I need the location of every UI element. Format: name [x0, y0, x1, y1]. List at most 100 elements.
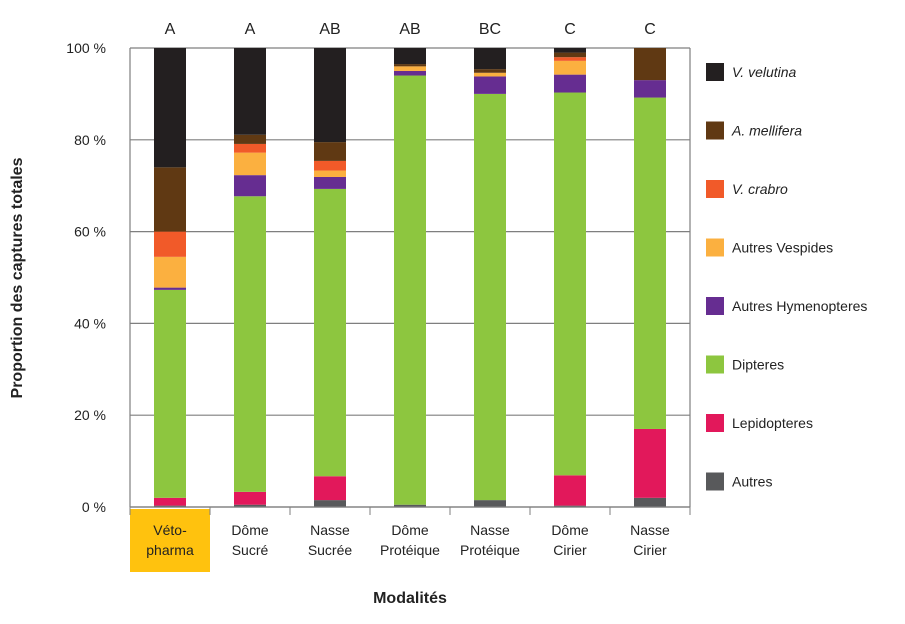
x-axis-title: Modalités	[373, 590, 447, 607]
bar-segment	[154, 287, 186, 290]
bar-segment	[234, 143, 266, 153]
bar-segment	[554, 48, 586, 53]
bar-segment	[234, 504, 266, 507]
bar-segment	[154, 505, 186, 507]
bar-segment	[474, 93, 506, 501]
group-letter: BC	[479, 21, 501, 38]
x-category-label: Nasse	[310, 522, 350, 538]
bar-segment	[554, 92, 586, 476]
x-category-label: Protéique	[460, 542, 520, 558]
bar-segment	[474, 72, 506, 77]
x-category-label: Protéique	[380, 542, 440, 558]
bar-segment	[554, 60, 586, 75]
bar-segment	[314, 142, 346, 161]
bar-segment	[554, 57, 586, 61]
legend-label: Autres	[732, 474, 772, 490]
bar-segment	[234, 175, 266, 197]
bar-segment	[474, 48, 506, 70]
legend-label: Autres Hymenopteres	[732, 298, 867, 314]
bar-segment	[394, 75, 426, 505]
legend-label: Autres Vespides	[732, 240, 833, 256]
group-letter: A	[245, 21, 256, 38]
legend-label: Lepidopteres	[732, 415, 813, 431]
group-letter: C	[564, 21, 576, 38]
x-axis-categories: Véto-pharma Dôme Sucré Nasse Sucrée Dôme Proté…	[146, 522, 670, 558]
group-letter: AB	[399, 21, 420, 38]
bar-segment	[314, 160, 346, 171]
bar-segment	[634, 428, 666, 498]
legend: V. velutina A. mellifera V. crabro Autres V…	[706, 63, 867, 491]
bar-segment	[394, 48, 426, 65]
bar-segment	[154, 231, 186, 257]
bar-segment	[314, 188, 346, 477]
bar-segment	[394, 70, 426, 76]
x-category-label: Dôme	[551, 522, 589, 538]
bar-segment	[234, 196, 266, 492]
bar-segment	[554, 475, 586, 506]
y-axis-ticks: 0 % 20 % 40 % 60 % 80 % 100 %	[66, 40, 106, 515]
legend-swatch	[706, 355, 724, 374]
x-category-label: Cirier	[633, 542, 667, 558]
bar-segment	[154, 497, 186, 506]
x-category-label: Sucré	[232, 542, 269, 558]
legend-swatch	[706, 63, 724, 81]
bar-segment	[314, 176, 346, 189]
category-highlight	[130, 509, 210, 572]
bar-segment	[154, 48, 186, 168]
group-letter: AB	[319, 21, 340, 38]
legend-swatch	[706, 297, 724, 315]
bar-segment	[234, 48, 266, 135]
bar-segment	[314, 500, 346, 507]
x-category-label: pharma	[146, 542, 194, 558]
x-category-label: Véto-	[153, 522, 187, 538]
axes	[129, 48, 691, 515]
bar-segment	[314, 476, 346, 501]
bar-segment	[634, 497, 666, 507]
bar-segment	[634, 48, 666, 81]
x-category-label: Cirier	[553, 542, 587, 558]
bar-segment	[474, 69, 506, 73]
bar-segment	[394, 66, 426, 71]
y-axis-title: Proportion des captures totales	[9, 157, 26, 398]
bar-segment	[634, 80, 666, 98]
bar-segment	[394, 504, 426, 507]
bar-segment	[474, 76, 506, 94]
bars	[154, 48, 666, 507]
bar-segment	[474, 500, 506, 507]
bar-segment	[554, 74, 586, 93]
bar-segment	[154, 289, 186, 498]
highlight-box	[130, 509, 210, 572]
bar-segment	[634, 97, 666, 429]
y-tick-label: 80 %	[74, 132, 106, 148]
bar-segment	[314, 170, 346, 177]
x-category-label: Dôme	[231, 522, 269, 538]
legend-swatch	[706, 472, 724, 491]
group-letter: A	[165, 21, 176, 38]
bar-segment	[154, 167, 186, 232]
group-letter: C	[644, 21, 656, 38]
bar-segment	[234, 134, 266, 144]
bar-segment	[394, 64, 426, 67]
legend-swatch	[706, 414, 724, 432]
bar-segment	[234, 491, 266, 505]
legend-swatch	[706, 180, 724, 198]
legend-label: Dipteres	[732, 357, 784, 373]
legend-label: A. mellifera	[731, 123, 802, 139]
y-tick-label: 40 %	[74, 315, 106, 331]
x-category-label: Sucrée	[308, 542, 353, 558]
legend-swatch	[706, 121, 724, 140]
x-category-label: Nasse	[630, 522, 670, 538]
bar-segment	[234, 152, 266, 176]
legend-swatch	[706, 238, 724, 257]
y-tick-label: 0 %	[82, 499, 106, 515]
bar-segment	[554, 505, 586, 507]
y-tick-label: 20 %	[74, 407, 106, 423]
x-category-label: Dôme	[391, 522, 429, 538]
bar-segment	[554, 52, 586, 58]
y-tick-label: 60 %	[74, 224, 106, 240]
bar-segment	[314, 48, 346, 143]
group-letters: A A AB AB BC C C	[165, 21, 656, 38]
y-tick-label: 100 %	[66, 40, 106, 56]
legend-label: V. crabro	[732, 181, 788, 197]
